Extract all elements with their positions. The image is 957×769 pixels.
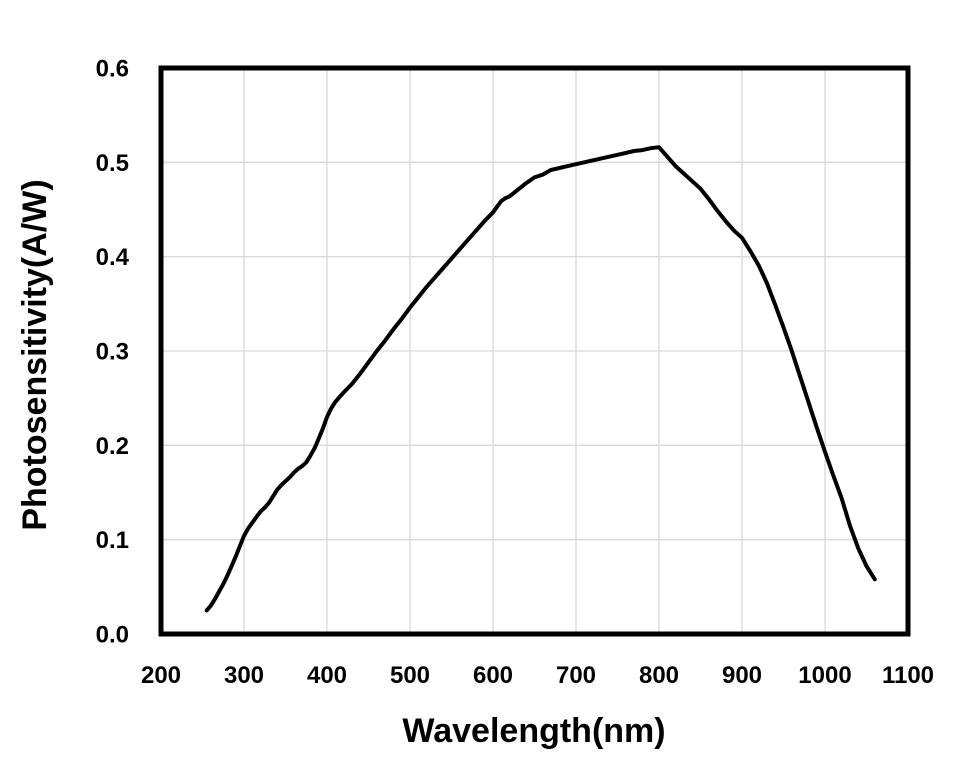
x-tick-label: 200 [141, 662, 181, 689]
gridlines [161, 68, 908, 634]
sensitivity-curve [204, 145, 877, 613]
y-axis-title: Photosensitivity(A/W) [16, 179, 54, 530]
y-tick-label: 0.1 [96, 527, 129, 554]
y-tick-labels: 0.0 0.1 0.2 0.3 0.4 0.5 0.6 [96, 56, 130, 649]
y-tick-label: 0.3 [96, 339, 129, 366]
x-tick-label: 1000 [798, 662, 851, 689]
y-tick-label: 0.4 [96, 244, 130, 271]
plot-frame [158, 65, 911, 637]
x-tick-label: 700 [556, 662, 596, 689]
y-tick-label: 0.5 [96, 150, 129, 177]
x-tick-label: 600 [473, 662, 513, 689]
x-tick-label: 300 [224, 662, 264, 689]
y-tick-label: 0.6 [96, 56, 129, 83]
x-tick-label: 1100 [882, 662, 934, 689]
x-axis-title: Wavelength(nm) [402, 712, 665, 750]
x-tick-label: 900 [722, 662, 762, 689]
x-tick-labels: 200 300 400 500 600 700 800 900 1000 1100 [141, 662, 934, 689]
x-tick-label: 500 [390, 662, 430, 689]
x-tick-label: 800 [639, 662, 679, 689]
y-tick-label: 0.0 [96, 622, 129, 649]
x-tick-label: 400 [307, 662, 347, 689]
y-tick-label: 0.2 [96, 433, 129, 460]
